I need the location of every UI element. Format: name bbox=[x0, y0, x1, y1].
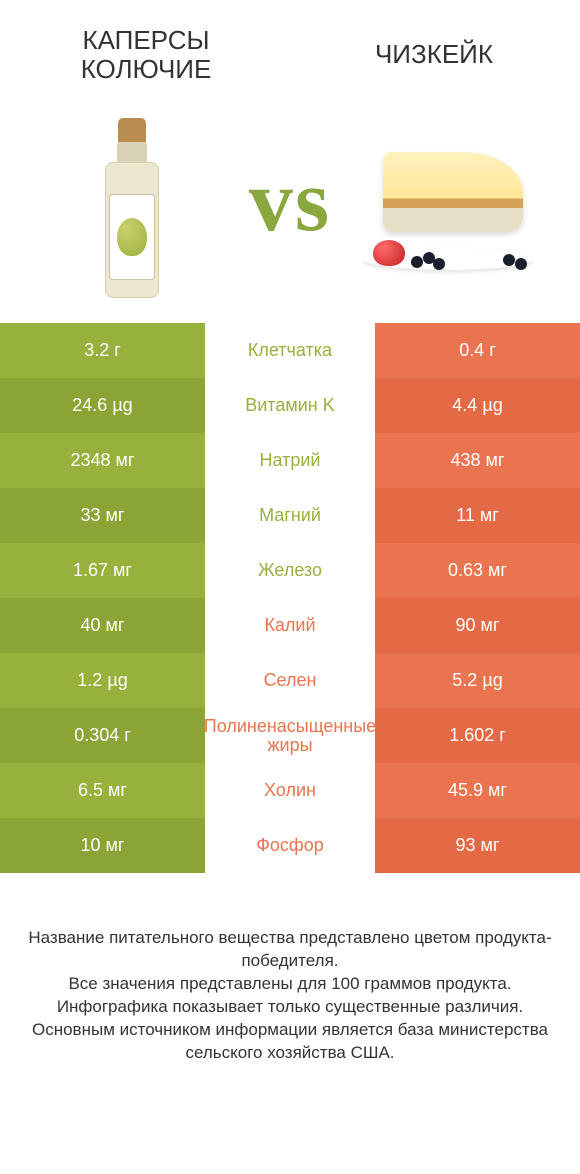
table-row: 24.6 µgВитамин K4.4 µg bbox=[0, 378, 580, 433]
vs-label: vs bbox=[249, 158, 331, 246]
nutrient-label: Полиненасыщенные жиры bbox=[205, 708, 375, 763]
value-right: 11 мг bbox=[375, 488, 580, 543]
titles-bar: Каперсы колючие Чизкейк bbox=[0, 0, 580, 93]
nutrient-label: Холин bbox=[205, 763, 375, 818]
table-row: 33 мгМагний11 мг bbox=[0, 488, 580, 543]
product-left-image bbox=[20, 118, 245, 298]
nutrient-label: Фосфор bbox=[205, 818, 375, 873]
nutrient-label: Магний bbox=[205, 488, 375, 543]
table-row: 0.304 гПолиненасыщенные жиры1.602 г bbox=[0, 708, 580, 763]
nutrient-label: Клетчатка bbox=[205, 323, 375, 378]
value-right: 0.4 г bbox=[375, 323, 580, 378]
value-right: 5.2 µg bbox=[375, 653, 580, 708]
table-row: 10 мгФосфор93 мг bbox=[0, 818, 580, 873]
value-left: 24.6 µg bbox=[0, 378, 205, 433]
value-left: 10 мг bbox=[0, 818, 205, 873]
comparison-table: 3.2 гКлетчатка0.4 г24.6 µgВитамин K4.4 µ… bbox=[0, 323, 580, 873]
value-right: 4.4 µg bbox=[375, 378, 580, 433]
value-left: 1.2 µg bbox=[0, 653, 205, 708]
product-right-image bbox=[335, 138, 560, 278]
nutrient-label: Натрий bbox=[205, 433, 375, 488]
footer-line: Название питательного вещества представл… bbox=[26, 927, 554, 973]
cheesecake-illustration bbox=[363, 138, 533, 278]
value-right: 45.9 мг bbox=[375, 763, 580, 818]
value-left: 40 мг bbox=[0, 598, 205, 653]
value-right: 1.602 г bbox=[375, 708, 580, 763]
nutrient-label: Селен bbox=[205, 653, 375, 708]
nutrient-label: Железо bbox=[205, 543, 375, 598]
nutrient-label: Витамин K bbox=[205, 378, 375, 433]
value-right: 93 мг bbox=[375, 818, 580, 873]
product-left-title: Каперсы колючие bbox=[36, 26, 256, 83]
table-row: 1.2 µgСелен5.2 µg bbox=[0, 653, 580, 708]
product-right-title: Чизкейк bbox=[324, 40, 544, 69]
value-right: 0.63 мг bbox=[375, 543, 580, 598]
footer-line: Инфографика показывает только существенн… bbox=[26, 996, 554, 1019]
table-row: 1.67 мгЖелезо0.63 мг bbox=[0, 543, 580, 598]
value-right: 90 мг bbox=[375, 598, 580, 653]
footer-line: Все значения представлены для 100 граммо… bbox=[26, 973, 554, 996]
table-row: 2348 мгНатрий438 мг bbox=[0, 433, 580, 488]
value-left: 6.5 мг bbox=[0, 763, 205, 818]
footer-notes: Название питательного вещества представл… bbox=[0, 873, 580, 1065]
value-left: 0.304 г bbox=[0, 708, 205, 763]
value-left: 2348 мг bbox=[0, 433, 205, 488]
hero-row: vs bbox=[0, 93, 580, 323]
value-left: 3.2 г bbox=[0, 323, 205, 378]
footer-line: Основным источником информации является … bbox=[26, 1019, 554, 1065]
table-row: 6.5 мгХолин45.9 мг bbox=[0, 763, 580, 818]
table-row: 40 мгКалий90 мг bbox=[0, 598, 580, 653]
value-left: 33 мг bbox=[0, 488, 205, 543]
value-left: 1.67 мг bbox=[0, 543, 205, 598]
bottle-illustration bbox=[100, 118, 164, 298]
value-right: 438 мг bbox=[375, 433, 580, 488]
table-row: 3.2 гКлетчатка0.4 г bbox=[0, 323, 580, 378]
nutrient-label: Калий bbox=[205, 598, 375, 653]
